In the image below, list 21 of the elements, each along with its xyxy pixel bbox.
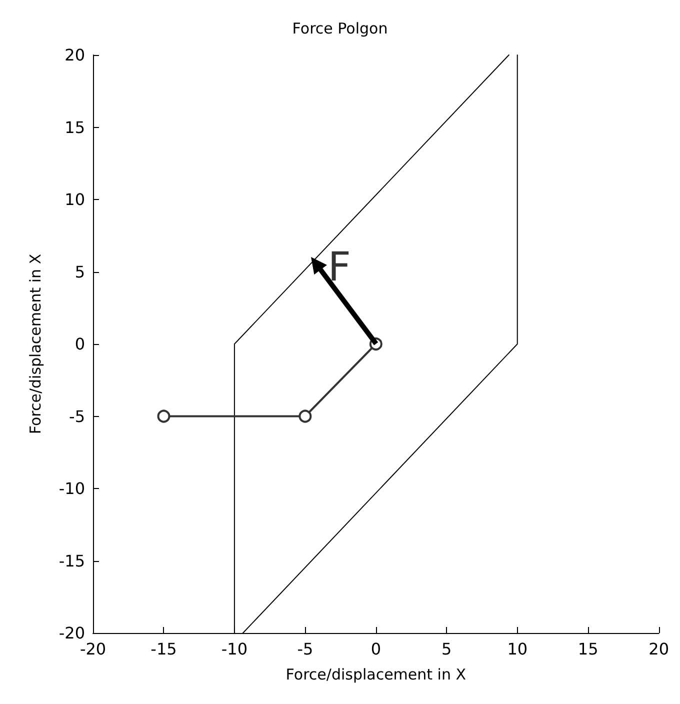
x-tick-label: -5 xyxy=(297,640,314,658)
y-tick-label: 5 xyxy=(74,262,85,282)
annotation: F xyxy=(328,244,351,290)
y-tick-label: 15 xyxy=(64,118,85,137)
y-tick-label: 0 xyxy=(74,334,85,354)
y-tick-label: -15 xyxy=(58,551,85,570)
y-axis-title: Force/displacement in X xyxy=(26,254,44,434)
x-tick-label: 5 xyxy=(442,640,452,658)
x-tick-label: -10 xyxy=(221,640,248,658)
x-tick-label: 15 xyxy=(578,640,598,658)
x-tick-label: -15 xyxy=(150,640,177,658)
y-tick-label: -10 xyxy=(58,479,85,498)
x-axis-title: Force/displacement in X xyxy=(286,666,466,684)
y-tick-label: -20 xyxy=(58,624,85,642)
x-tick-label: 10 xyxy=(507,640,528,658)
y-tick-label: 20 xyxy=(64,46,85,64)
y-tick-label: 10 xyxy=(64,190,85,209)
x-tick-label: 0 xyxy=(370,640,382,658)
x-tick-label: 20 xyxy=(648,640,669,658)
y-tick-label: -5 xyxy=(69,406,85,426)
chart-title: Force Polgon xyxy=(292,20,388,38)
